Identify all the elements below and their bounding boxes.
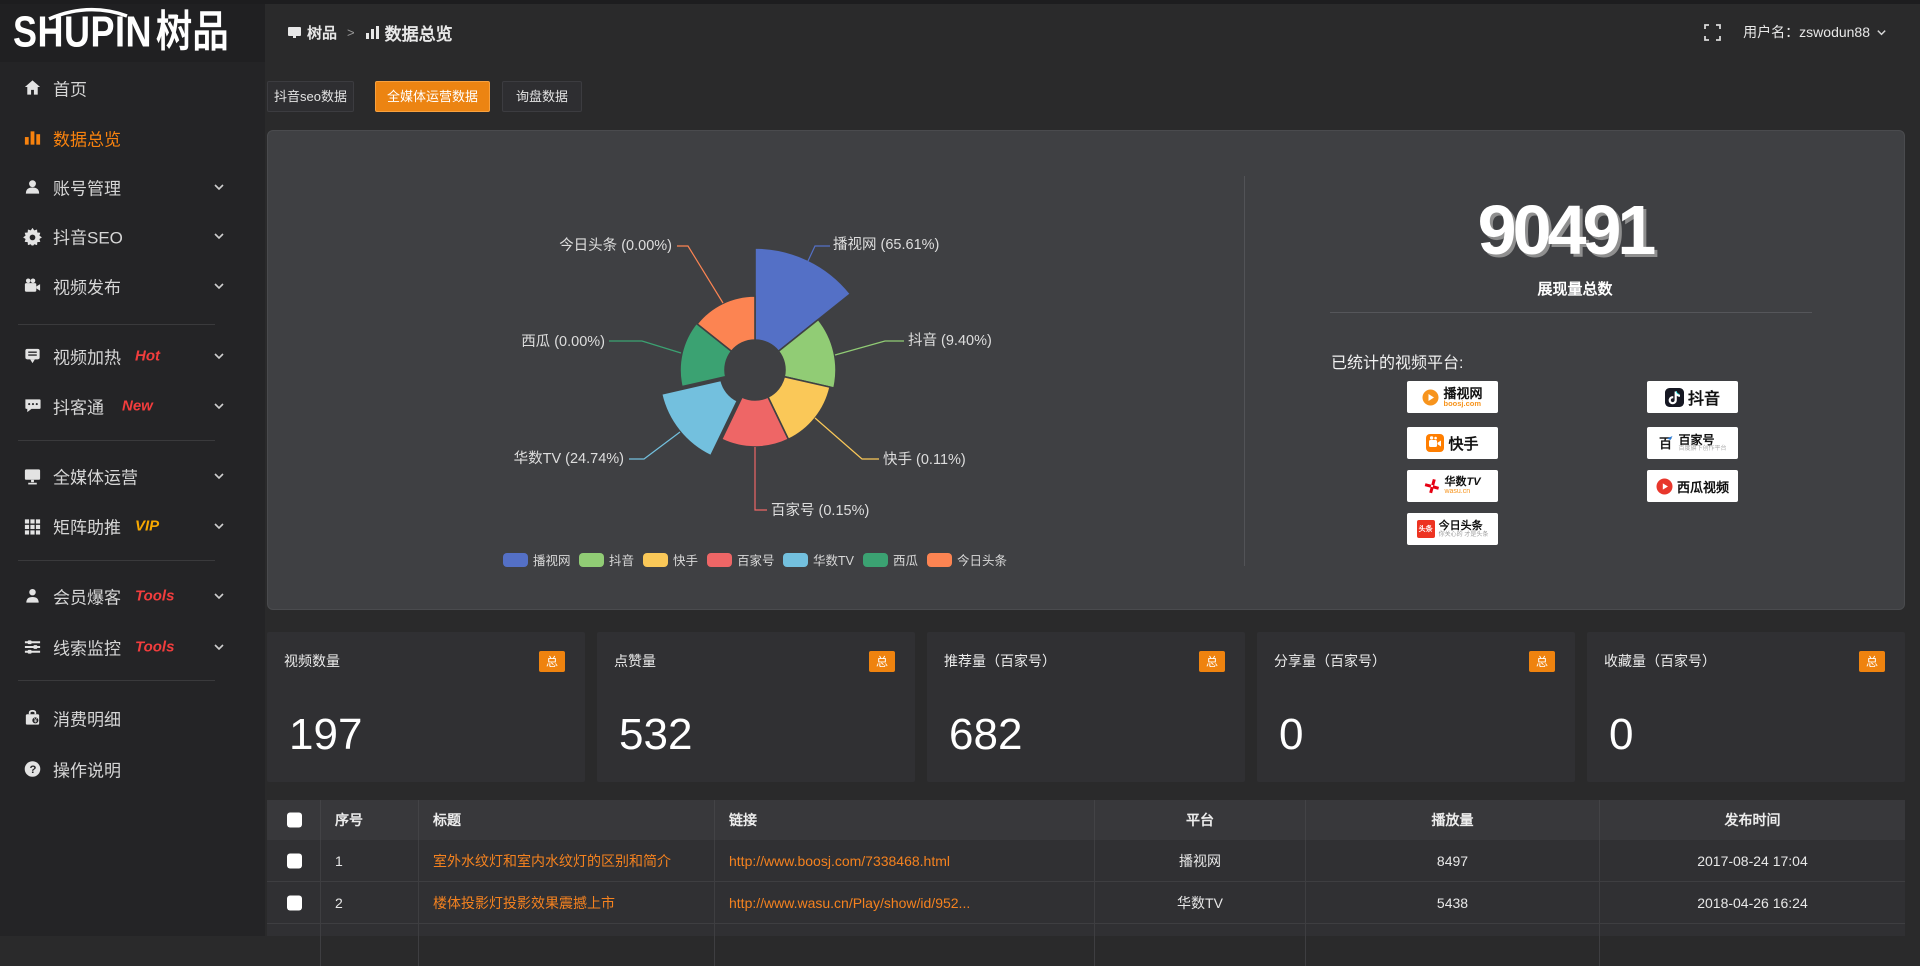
svg-text:快手: 快手	[673, 554, 698, 568]
svg-text:百家号 (0.15%): 百家号 (0.15%)	[771, 502, 869, 519]
svg-text:¥: ¥	[34, 718, 38, 725]
svg-text:?: ?	[29, 764, 36, 776]
svg-text:华数TV: 华数TV	[813, 553, 855, 568]
svg-text:今日头条: 今日头条	[957, 553, 1008, 568]
svg-text:西瓜 (0.00%): 西瓜 (0.00%)	[521, 334, 605, 350]
svg-text:百: 百	[1659, 436, 1672, 451]
svg-text:快手 (0.11%): 快手 (0.11%)	[883, 451, 966, 468]
svg-text:抖音 (9.40%): 抖音 (9.40%)	[908, 332, 992, 349]
svg-text:西瓜: 西瓜	[893, 554, 919, 568]
svg-text:百家号: 百家号	[737, 553, 775, 568]
svg-text:播视网: 播视网	[533, 553, 571, 568]
svg-text:播视网 (65.61%): 播视网 (65.61%)	[833, 236, 939, 253]
svg-text:华数TV (24.74%): 华数TV (24.74%)	[514, 450, 624, 467]
svg-text:抖音: 抖音	[609, 553, 634, 568]
svg-text:今日头条 (0.00%): 今日头条 (0.00%)	[559, 237, 672, 254]
